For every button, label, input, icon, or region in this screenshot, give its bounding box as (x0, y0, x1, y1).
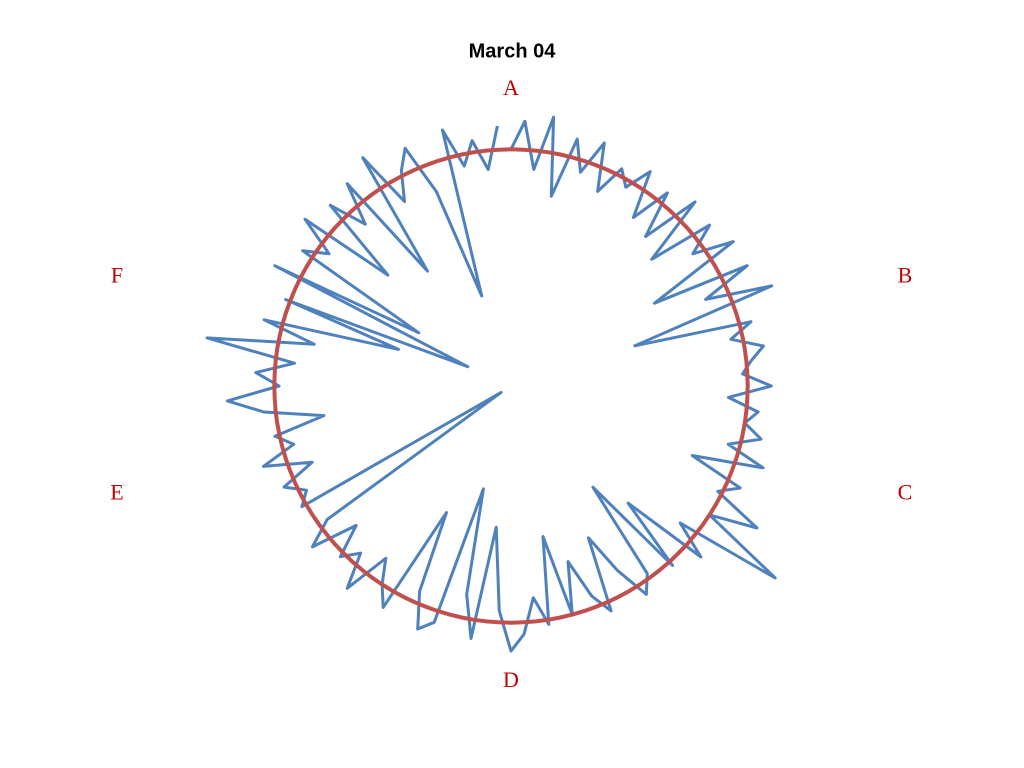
chart-title: March 04 (469, 40, 557, 62)
category-label: E (110, 479, 123, 504)
category-label: F (111, 263, 123, 288)
category-label: C (898, 479, 913, 504)
category-label: B (898, 263, 913, 288)
data-line (205, 115, 777, 653)
reference-ring (272, 147, 750, 625)
category-label: D (503, 667, 519, 692)
category-label: A (503, 75, 519, 100)
